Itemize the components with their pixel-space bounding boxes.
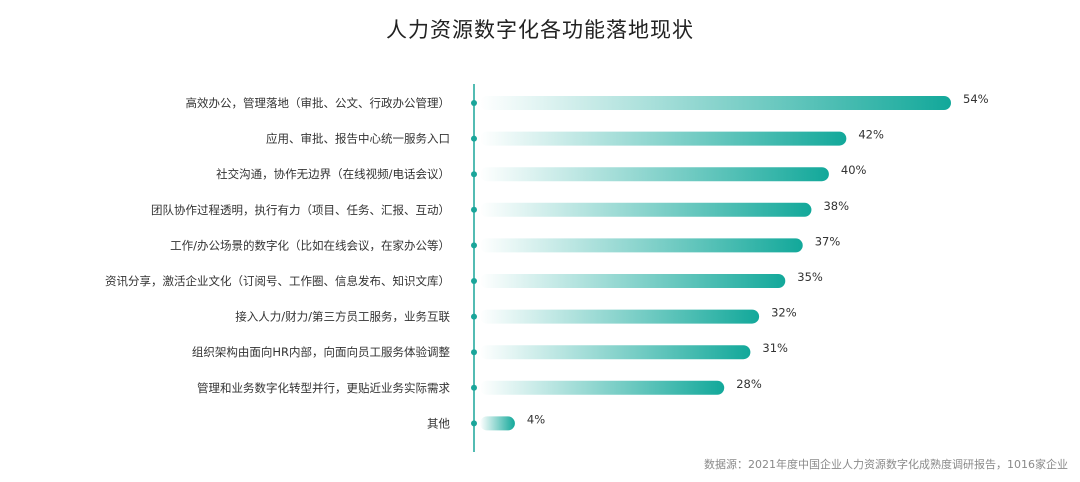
value-label: 40%	[841, 163, 867, 177]
axis-dot	[471, 420, 477, 427]
category-label: 资讯分享，激活企业文化（订阅号、工作圈、信息发布、知识文库）	[105, 274, 450, 288]
value-label: 31%	[762, 341, 788, 355]
bar	[480, 167, 829, 182]
category-label: 应用、审批、报告中心统一服务入口	[266, 132, 450, 146]
value-label: 28%	[736, 377, 762, 391]
category-label: 团队协作过程透明，执行有力（项目、任务、汇报、互动）	[151, 203, 450, 217]
bars-group: 高效办公，管理落地（审批、公文、行政办公管理） 54% 应用、审批、报告中心统一服务…	[105, 92, 989, 431]
category-label: 工作/办公场景的数字化（比如在线会议，在家办公等）	[170, 238, 450, 252]
value-label: 35%	[797, 270, 823, 284]
value-label: 4%	[527, 412, 545, 426]
bar	[480, 202, 812, 217]
axis-dot	[471, 313, 477, 320]
value-label: 38%	[823, 199, 849, 213]
axis-dot	[471, 100, 477, 106]
axis-dot	[471, 384, 477, 391]
axis-dot	[471, 206, 477, 213]
source-note: 数据源：2021年度中国企业人力资源数字化成熟度调研报告，1016家企业	[704, 458, 1068, 471]
chart-title: 人力资源数字化各功能落地现状	[386, 18, 694, 42]
value-label: 54%	[963, 92, 989, 106]
category-label: 其他	[427, 416, 450, 430]
axis-dot	[471, 349, 477, 356]
bar	[480, 416, 515, 431]
axis-dot	[471, 242, 477, 249]
bar	[480, 345, 751, 360]
axis-dot	[471, 171, 477, 178]
value-label: 42%	[858, 128, 884, 142]
category-label: 高效办公，管理落地（审批、公文、行政办公管理）	[186, 96, 451, 110]
bar	[480, 131, 847, 146]
value-label: 32%	[771, 306, 797, 320]
value-label: 37%	[815, 234, 841, 248]
category-label: 接入人力/财力/第三方员工服务，业务互联	[235, 310, 450, 324]
bar	[480, 309, 760, 324]
category-label: 管理和业务数字化转型并行，更贴近业务实际需求	[197, 381, 450, 395]
bar	[480, 274, 786, 288]
category-label: 社交沟通，协作无边界（在线视频/电话会议）	[216, 167, 450, 181]
axis-dot	[471, 135, 477, 142]
axis-dot	[471, 278, 477, 284]
bar	[480, 96, 951, 110]
category-label: 组织架构由面向HR内部，向面向员工服务体验调整	[192, 345, 451, 359]
bar	[480, 380, 725, 395]
bar	[480, 238, 803, 253]
